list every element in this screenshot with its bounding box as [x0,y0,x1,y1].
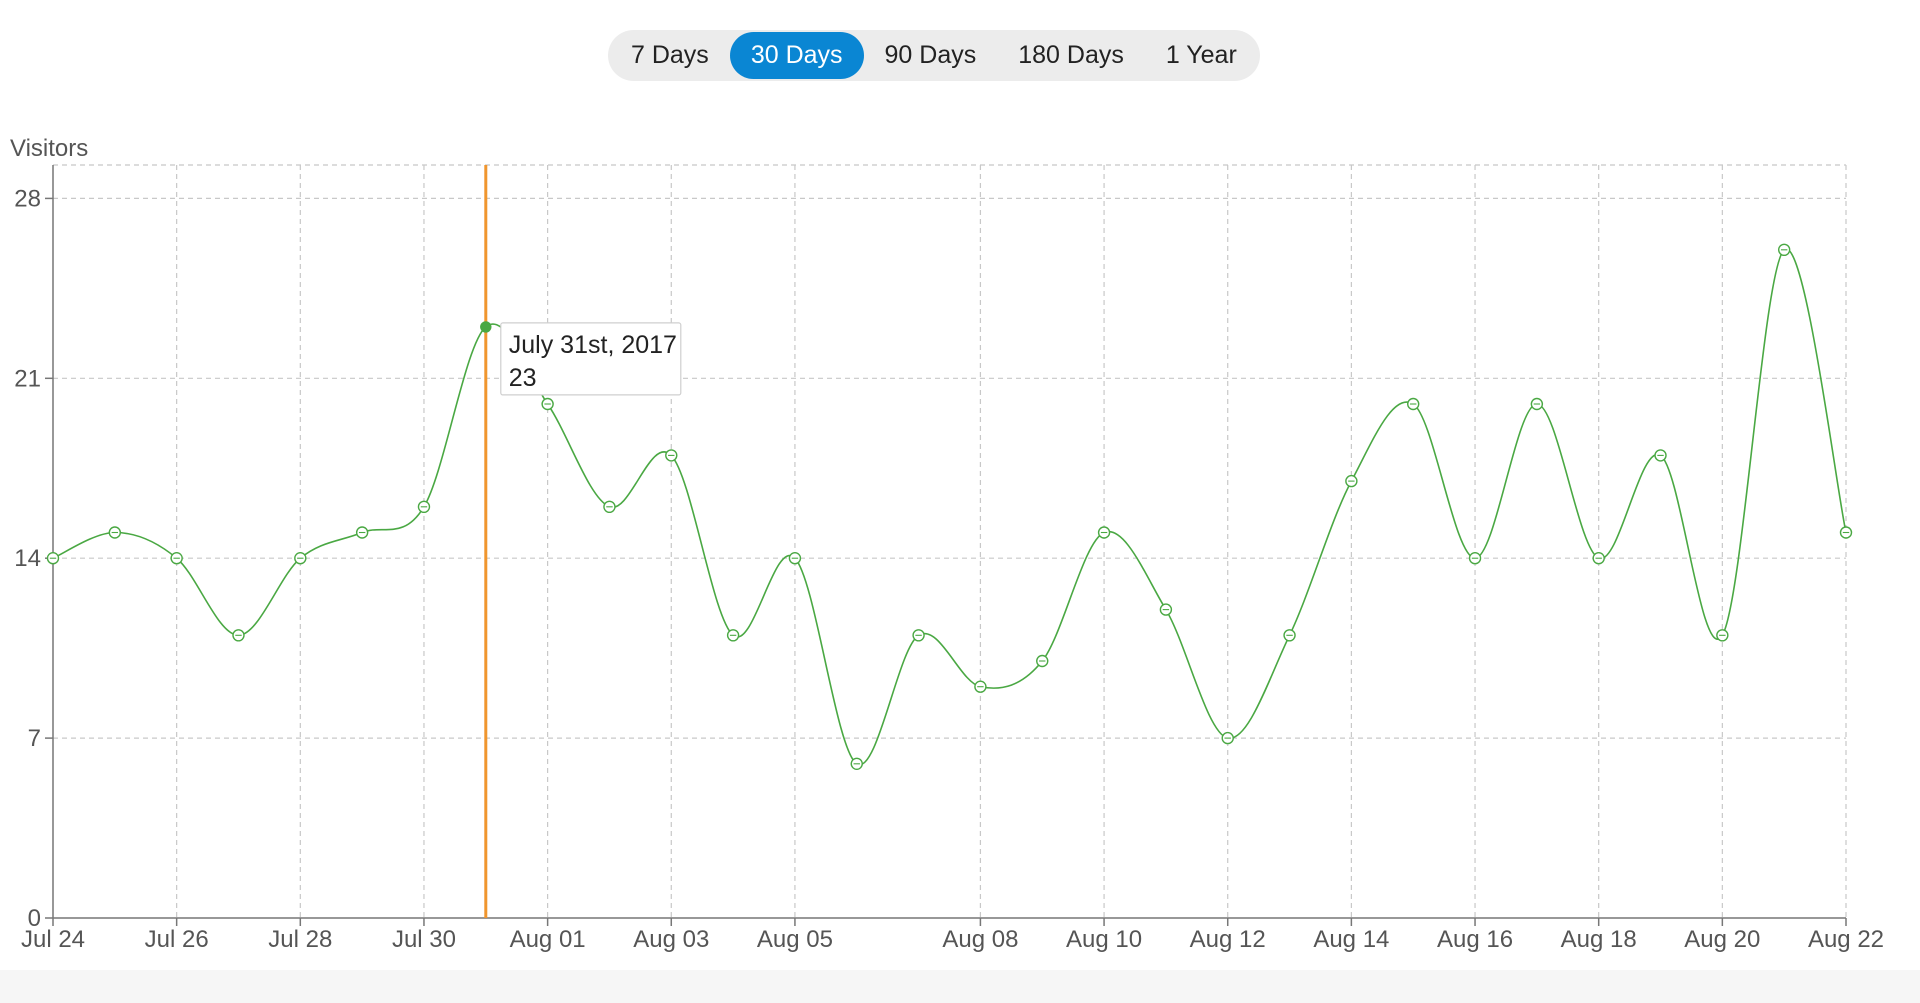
data-point-active [480,321,492,333]
x-tick-label: Aug 05 [757,926,833,953]
range-1-year-button[interactable]: 1 Year [1165,41,1237,69]
x-tick-label: Aug 10 [1066,926,1142,953]
series-line [52,248,1847,766]
x-tick-label: Jul 28 [268,926,332,953]
tooltip-box [500,322,682,396]
range-30-days-button[interactable]: 30 Days [729,32,864,79]
x-tick-label: Aug 01 [510,926,586,953]
y-tick-label: 0 [28,905,41,932]
y-axis-label: Visitors [10,135,88,162]
x-tick-label: Aug 03 [633,926,709,953]
x-tick-label: Aug 18 [1561,926,1637,953]
bottom-band [0,970,1920,1003]
y-tick-label: 21 [14,365,41,392]
x-tick-label: Aug 16 [1437,926,1513,953]
range-selector: 7 Days 30 Days 90 Days 180 Days 1 Year [608,30,1260,81]
tooltip: July 31st, 2017 23 [500,322,682,396]
x-tick-label: Aug 12 [1190,926,1266,953]
grid [53,164,1847,918]
x-tick-label: Aug 22 [1808,926,1884,953]
x-ticks: Jul 24 Jul 26 Jul 28 Jul 30 Aug 01 Aug 03 Aug … [21,926,1884,953]
data-points [46,243,1853,771]
range-180-days-button[interactable]: 180 Days [1018,41,1124,69]
tooltip-value: 23 [509,364,537,392]
y-tick-label: 7 [28,725,41,752]
y-tick-label: 14 [14,545,41,572]
range-90-days-button[interactable]: 90 Days [884,41,977,69]
x-tick-label: Aug 14 [1313,926,1389,953]
y-tick-label: 28 [14,185,41,212]
tooltip-date: July 31st, 2017 [509,331,677,359]
x-tick-label: Jul 26 [145,926,209,953]
range-7-days-button[interactable]: 7 Days [631,41,709,69]
x-tick-label: Aug 20 [1684,926,1760,953]
y-ticks: 0 7 14 21 28 [14,185,41,932]
x-tick-label: Aug 08 [942,926,1018,953]
x-tick-label: Jul 24 [21,926,85,953]
x-tick-label: Jul 30 [392,926,456,953]
axes [45,165,1847,926]
